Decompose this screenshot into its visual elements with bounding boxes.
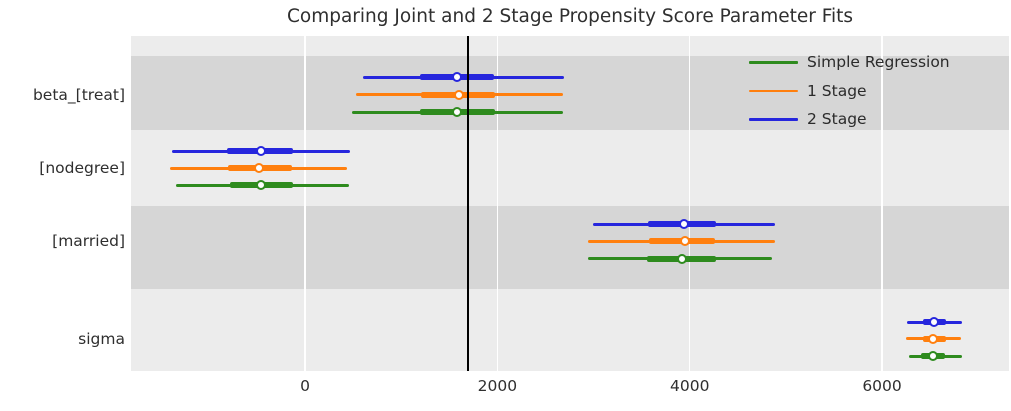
legend-label: Simple Regression [807, 53, 950, 72]
chart-title: Comparing Joint and 2 Stage Propensity S… [286, 6, 854, 27]
point-estimate-marker [452, 72, 462, 82]
x-tick-label-2000: 2000 [477, 377, 518, 395]
point-estimate-marker [928, 317, 939, 327]
band-shading [131, 206, 1009, 289]
point-estimate-marker [678, 219, 689, 229]
gridline [688, 36, 691, 371]
legend: Simple Regression 1 Stage 2 Stage [749, 48, 950, 134]
x-tick-label-4000: 4000 [669, 377, 710, 395]
point-estimate-marker [255, 180, 266, 190]
legend-label: 1 Stage [807, 81, 867, 100]
y-axis-label-beta-treat: beta_[treat] [32, 85, 125, 104]
point-estimate-marker [255, 146, 266, 156]
point-estimate-marker [453, 89, 464, 100]
legend-label: 2 Stage [807, 110, 867, 129]
x-tick-label-0: 0 [300, 377, 310, 395]
point-estimate-marker [928, 351, 939, 361]
point-estimate-marker [679, 236, 690, 246]
legend-line-2-stage-icon [749, 118, 798, 121]
legend-line-simple-regression-icon [749, 61, 798, 64]
point-estimate-marker [928, 333, 939, 344]
reference-line [466, 36, 469, 371]
legend-line-1-stage-icon [749, 89, 798, 92]
x-tick-label-6000: 6000 [862, 377, 902, 395]
gridline [304, 36, 306, 371]
gridline [881, 36, 883, 371]
point-estimate-marker [253, 163, 264, 173]
band-shading [131, 56, 1009, 130]
legend-item-1-stage: 1 Stage [749, 77, 950, 106]
y-axis-label-married: [married] [52, 232, 125, 250]
y-axis-label-sigma: sigma [78, 330, 125, 348]
point-estimate-marker [452, 107, 462, 117]
point-estimate-marker [677, 253, 688, 264]
plot-area: Simple Regression 1 Stage 2 Stage [131, 36, 1009, 371]
legend-item-2-stage: 2 Stage [749, 105, 950, 134]
gridline [496, 36, 499, 371]
y-axis-label-nodegree: [nodegree] [39, 159, 125, 177]
legend-item-simple-regression: Simple Regression [749, 48, 950, 77]
